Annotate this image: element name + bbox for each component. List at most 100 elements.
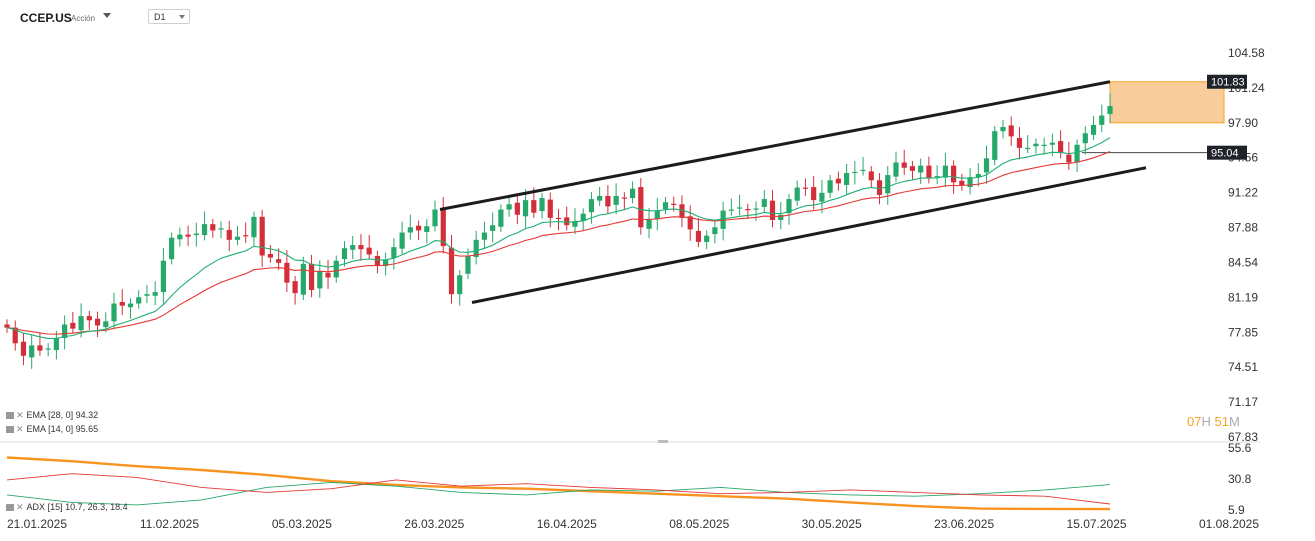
y-tick-label: 97.90 [1228,116,1258,130]
candle-body [753,208,759,210]
adx-params: [15] 10.7, 26.3, 18.4 [47,502,128,512]
y-tick-label: 87.88 [1228,220,1258,234]
candle-body [440,207,446,247]
candle-body [588,199,595,213]
candle-body [868,171,874,181]
y-tick-label: 91.22 [1228,186,1258,200]
ema28-legend: ✕ EMA [28, 0] 94.32 [6,410,98,421]
candle-body [415,225,422,231]
candle-body [967,177,973,188]
chart-header: CCEP.US Acción D1 [0,0,1315,34]
instrument-type: Acción [71,14,96,23]
candle-body [662,202,669,210]
candle-body [210,224,216,231]
candle-body [852,171,858,174]
candle-body [597,195,603,201]
candle-body [992,131,998,160]
candle-body [621,197,627,199]
x-tick-label: 15.07.2025 [1067,517,1127,531]
countdown-minutes-unit: M [1228,414,1240,429]
candle-body [284,262,290,283]
candle-body [94,318,101,326]
candle-body [374,256,381,266]
channel-upper-line [439,80,1111,211]
candle-body [391,247,397,259]
candle-body [918,165,924,173]
candle-body [794,187,800,201]
settings-icon[interactable] [6,426,14,434]
candle-body [308,263,315,290]
x-tick-label: 26.03.2025 [404,517,464,531]
ema28-params: [28, 0] 94.32 [48,410,99,420]
settings-icon[interactable] [6,504,14,512]
candle-body [811,187,817,201]
candle-body [70,322,76,329]
candle-body [1066,154,1072,163]
close-icon[interactable]: ✕ [16,410,24,420]
candle-body [341,248,348,260]
channel-lower-line [471,166,1147,304]
candle-body [629,188,636,199]
candle-body [843,172,850,185]
candle-body [152,292,158,296]
panel-resize-handle [658,440,668,443]
symbol-dropdown-icon[interactable] [103,13,111,18]
candle-body [276,259,282,263]
close-icon[interactable]: ✕ [16,424,24,434]
candle-body [1049,142,1055,145]
candle-body [78,316,84,331]
candle-body [383,259,389,266]
candle-body [1107,106,1113,114]
indicator-y-tick-label: 30.8 [1228,472,1252,486]
candle-body [350,245,356,250]
candle-body [86,316,92,321]
candle-body [498,209,504,227]
candle-body [251,216,257,238]
candle-body [300,263,306,295]
candle-body [983,158,990,173]
candle-body [144,294,150,296]
ema14-params: [14, 0] 95.65 [48,424,99,434]
candle-body [522,200,529,217]
y-tick-label: 84.54 [1228,255,1258,269]
candle-body [761,199,767,207]
y-tick-label: 81.19 [1228,290,1258,304]
close-icon[interactable]: ✕ [16,502,24,512]
candle-body [736,207,743,209]
candle-body [959,180,965,186]
candle-body [366,247,372,255]
candle-body [695,230,702,242]
candle-body [432,209,438,227]
candle-body [358,245,364,250]
candle-body [687,216,693,230]
symbol-label[interactable]: CCEP.US [20,11,72,25]
candle-body [835,178,841,184]
level-price-tag-text: 95.04 [1211,148,1239,160]
candle-body [185,234,191,237]
countdown-hours-unit: H [1201,414,1211,429]
candle-body [457,275,463,295]
timeframe-select[interactable]: D1 [148,9,190,24]
candle-body [909,166,916,171]
candle-body [473,239,479,258]
indicator-y-tick-label: 5.9 [1228,503,1245,517]
candle-body [646,218,652,229]
candle-body [193,233,199,236]
candle-body [786,199,792,214]
candle-body [769,200,776,220]
candle-body [218,228,224,230]
candle-body [4,324,10,328]
candle-body [1082,133,1088,144]
candle-body [572,221,578,227]
candle-body [169,237,175,260]
candle-body [1041,144,1047,146]
candle-body [679,204,685,218]
candle-body [1058,141,1064,154]
settings-icon[interactable] [6,412,14,420]
candle-body [885,175,891,194]
x-tick-label: 23.06.2025 [934,517,994,531]
x-tick-label: 01.08.2025 [1199,517,1259,531]
x-tick-label: 05.03.2025 [272,517,332,531]
candle-body [975,173,981,178]
